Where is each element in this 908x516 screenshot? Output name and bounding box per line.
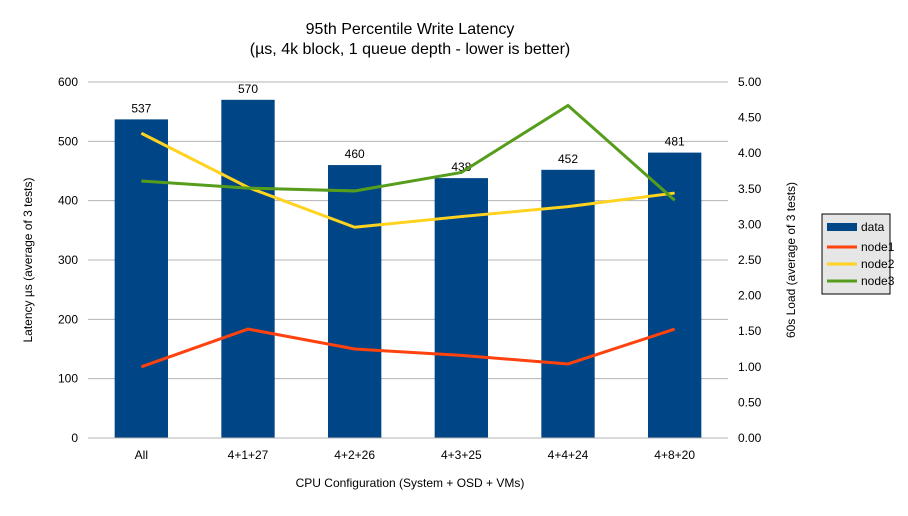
- chart-title: 95th Percentile Write Latency: [306, 21, 515, 38]
- y2-axis-label: 60s Load (average of 3 tests): [784, 182, 798, 338]
- y-tick-label: 100: [58, 372, 78, 386]
- y2-tick-label: 3.50: [738, 182, 762, 196]
- y-tick-label: 0: [71, 431, 78, 445]
- x-tick-label: 4+1+27: [228, 448, 269, 462]
- legend-label: node3: [861, 274, 895, 288]
- gridlines: [88, 81, 728, 439]
- legend-label: data: [861, 220, 885, 234]
- y2-tick-label: 1.00: [738, 360, 762, 374]
- y-tick-label: 200: [58, 312, 78, 326]
- y-tick-label: 400: [58, 194, 78, 208]
- bar: [541, 169, 595, 438]
- chart-subtitle: (µs, 4k block, 1 queue depth - lower is …: [250, 41, 570, 58]
- y2-tick-label: 4.50: [738, 111, 762, 125]
- x-tick-label: 4+4+24: [548, 448, 589, 462]
- legend-swatch-data: [827, 223, 857, 231]
- bar-data-label: 481: [665, 135, 685, 149]
- y2-tick-label: 1.50: [738, 324, 762, 338]
- y2-tick-label: 2.00: [738, 289, 762, 303]
- y2-tick-label: 3.00: [738, 217, 762, 231]
- legend-label: node2: [861, 257, 895, 271]
- x-tick-label: 4+8+20: [654, 448, 695, 462]
- y-tick-label: 500: [58, 134, 78, 148]
- x-tick-label: All: [135, 448, 148, 462]
- bar: [221, 99, 275, 439]
- y2-tick-label: 5.00: [738, 75, 762, 89]
- legend-label: node1: [861, 240, 895, 254]
- x-tick-label: 4+2+26: [334, 448, 375, 462]
- bar: [114, 119, 168, 438]
- y2-tick-label: 0.00: [738, 431, 762, 445]
- line-node1: [140, 327, 676, 369]
- bar-data-label: 452: [558, 152, 578, 166]
- x-axis-label: CPU Configuration (System + OSD + VMs): [296, 476, 525, 490]
- y2-tick-label: 2.50: [738, 253, 762, 267]
- y2-tick-label: 4.00: [738, 146, 762, 160]
- bar-data-label: 537: [131, 101, 151, 115]
- line-series: [140, 103, 676, 369]
- axes: 0 100 200 300 400 500 600 0.00 0.50 1.00 1.50 2.00 2…: [58, 75, 762, 462]
- bar-data-label: 460: [345, 147, 365, 161]
- bar-data-label: 570: [238, 82, 258, 96]
- y-tick-label: 600: [58, 75, 78, 89]
- bar: [328, 165, 382, 439]
- y-axis-label: Latency µs (average of 3 tests): [21, 178, 35, 343]
- line-node2: [140, 131, 675, 229]
- y2-tick-label: 0.50: [738, 395, 762, 409]
- legend: data node1 node2 node3: [821, 213, 895, 295]
- x-tick-label: 4+3+25: [441, 448, 482, 462]
- y-tick-label: 300: [58, 253, 78, 267]
- line-node3: [141, 103, 676, 202]
- bar: [434, 178, 488, 438]
